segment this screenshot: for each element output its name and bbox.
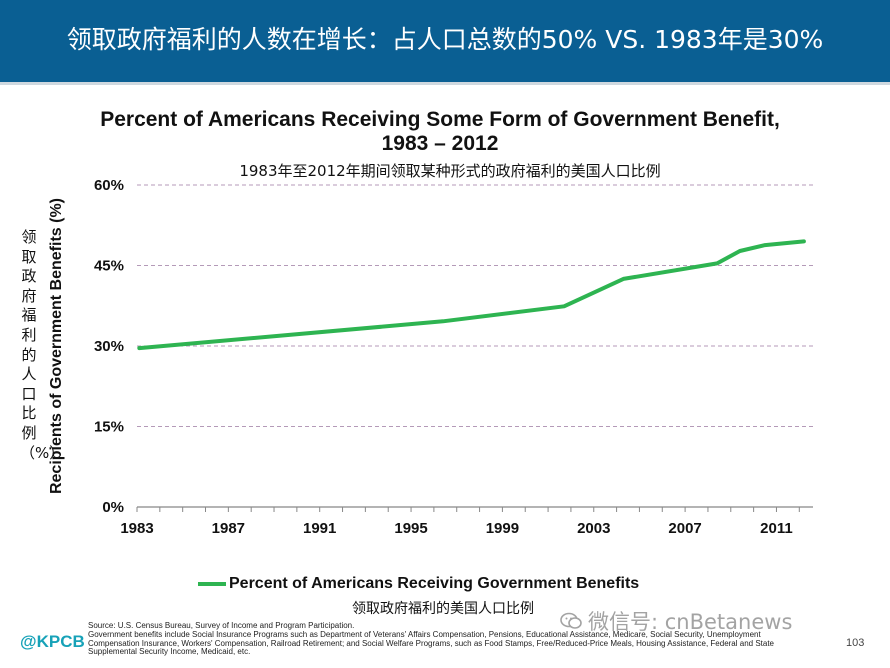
kpcb-logo: @KPCB (20, 632, 85, 651)
y-tick-label: 45% (94, 258, 124, 275)
x-tick-label: 2003 (577, 520, 610, 537)
legend-label-zh: 领取政府福利的美国人口比例 (352, 601, 534, 617)
x-tick-label: 2007 (668, 520, 701, 537)
y-tick-label: 0% (102, 499, 124, 516)
source-line: Source: U.S. Census Bureau, Survey of In… (88, 621, 355, 630)
x-tick-label: 1999 (486, 520, 519, 537)
y-tick-label: 60% (94, 177, 124, 194)
x-tick-label: 2011 (760, 520, 793, 537)
legend-swatch (198, 582, 226, 586)
x-tick-label: 1991 (303, 520, 336, 537)
x-tick-label: 1987 (212, 520, 245, 537)
source-line: Compensation Insurance, Workers' Compens… (88, 638, 774, 648)
page-number: 103 (846, 637, 865, 649)
y-tick-label: 15% (94, 419, 124, 436)
title-banner (0, 0, 890, 82)
source-line: Supplemental Security Income, Medicaid, … (88, 647, 251, 657)
y-tick-label: 30% (94, 338, 124, 355)
legend-label: Percent of Americans Receiving Governmen… (229, 575, 640, 592)
slide-title: 领取政府福利的人数在增长：占人口总数的50% VS. 1983年是30% (66, 25, 824, 54)
legend: Percent of Americans Receiving Governmen… (198, 573, 639, 595)
source-line: Government benefits include Social Insur… (88, 629, 761, 639)
chart-subtitle: 1983年至2012年期间领取某种形式的政府福利的美国人口比例 (239, 162, 661, 180)
x-tick-label: 1983 (120, 520, 153, 537)
x-tick-label: 1995 (394, 520, 427, 537)
source-note: Source: U.S. Census Bureau, Survey of In… (88, 621, 833, 657)
chart-title: Percent of Americans Receiving Some Form… (100, 108, 780, 155)
wechat-watermark: 微信号: cnBetanews (560, 606, 792, 636)
wechat-icon (560, 612, 582, 629)
watermark-text: 微信号: cnBetanews (588, 610, 793, 634)
series-line (137, 239, 806, 351)
banner-divider (0, 82, 890, 85)
